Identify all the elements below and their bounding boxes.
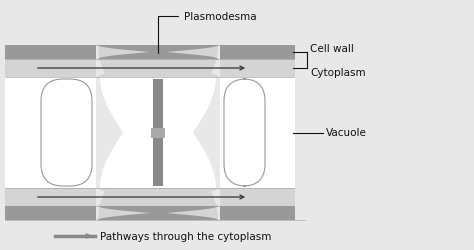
Bar bbox=[96, 46, 220, 220]
Bar bbox=[5, 78, 305, 188]
Polygon shape bbox=[98, 46, 218, 220]
Bar bbox=[5, 60, 305, 78]
Polygon shape bbox=[98, 206, 218, 220]
Bar bbox=[153, 80, 163, 186]
Bar bbox=[5, 46, 305, 60]
Text: Cytoplasm: Cytoplasm bbox=[310, 68, 365, 78]
Bar bbox=[5, 46, 305, 220]
Text: Plasmodesma: Plasmodesma bbox=[158, 12, 256, 54]
FancyBboxPatch shape bbox=[41, 80, 92, 186]
Text: Pathways through the cytoplasm: Pathways through the cytoplasm bbox=[100, 231, 272, 241]
Text: Vacuole: Vacuole bbox=[326, 128, 367, 138]
Polygon shape bbox=[98, 188, 218, 206]
Polygon shape bbox=[98, 46, 218, 60]
Bar bbox=[151, 128, 165, 138]
Bar bbox=[295, 46, 474, 220]
Bar bbox=[5, 206, 305, 220]
Text: Cell wall: Cell wall bbox=[310, 44, 354, 54]
FancyBboxPatch shape bbox=[224, 80, 265, 186]
Bar bbox=[5, 188, 305, 206]
Polygon shape bbox=[100, 78, 216, 188]
Polygon shape bbox=[98, 60, 218, 78]
